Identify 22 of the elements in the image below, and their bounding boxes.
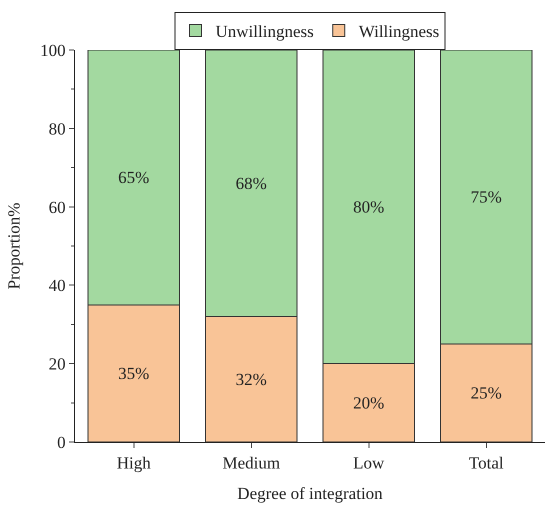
- data-label: 35%: [118, 364, 150, 383]
- x-tick-label: High: [116, 453, 152, 472]
- legend-label: Unwillingness: [216, 22, 314, 42]
- data-label: 20%: [353, 393, 384, 412]
- data-label: 75%: [470, 188, 502, 206]
- data-label: 68%: [236, 174, 267, 193]
- data-label: 80%: [353, 197, 384, 216]
- y-tick-label: 40: [48, 276, 66, 296]
- legend-label: Willingness: [358, 22, 440, 42]
- y-tick-label: 100: [40, 40, 66, 60]
- y-tick-label: 60: [48, 198, 66, 217]
- data-label: 65%: [118, 168, 150, 187]
- x-tick-label: Low: [353, 453, 386, 472]
- y-tick-label: 20: [48, 354, 66, 374]
- y-tick-label: 80: [48, 119, 66, 138]
- data-label: 25%: [470, 384, 502, 402]
- data-label: 32%: [236, 370, 267, 389]
- y-tick-label: 0: [57, 432, 66, 452]
- x-tick-label: Medium: [222, 453, 280, 472]
- x-tick-label: Total: [468, 453, 504, 472]
- x-axis-title: Degree of integration: [237, 484, 384, 503]
- y-axis-title: Proportion%: [4, 202, 24, 290]
